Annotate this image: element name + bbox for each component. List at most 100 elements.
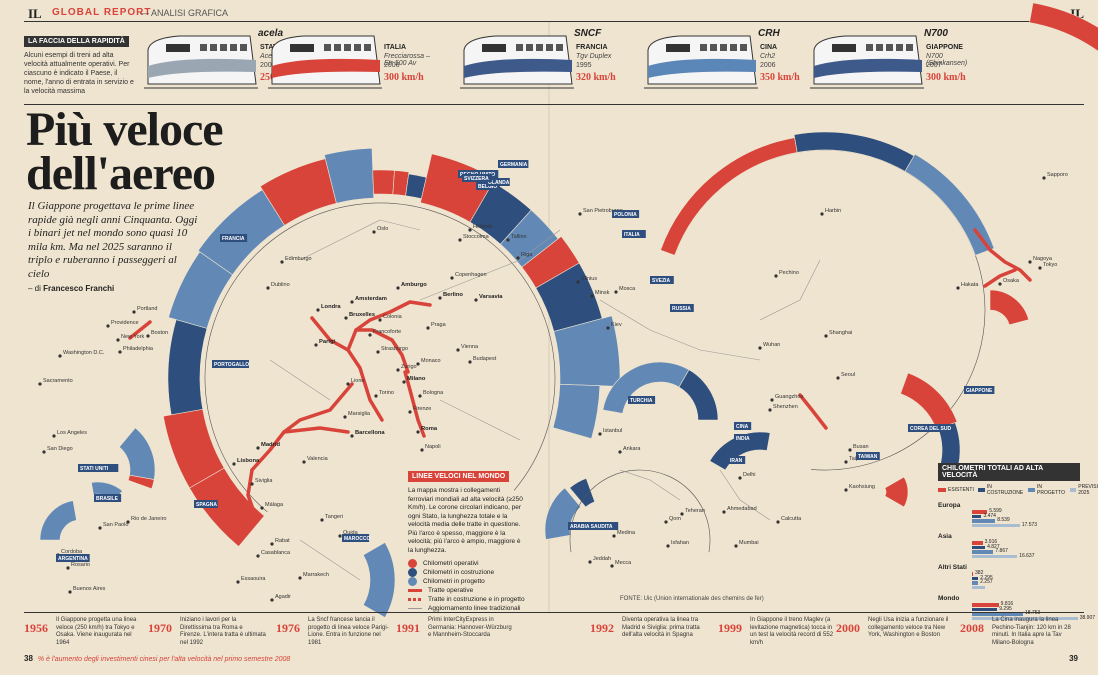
chart-bar: 9.295: [972, 606, 1012, 612]
city-label-eu: Amburgo: [401, 282, 427, 288]
city-label-world: Cordoba: [61, 549, 83, 555]
city-dot: [346, 382, 350, 386]
city-dot: [474, 298, 478, 302]
train-year: 2006: [384, 62, 400, 69]
page-number-right: 39: [1069, 654, 1078, 663]
train-year: 1995: [576, 62, 592, 69]
city-label-world: Washington D.C.: [63, 350, 105, 356]
page-fold: [548, 22, 550, 612]
chart-bar: 4.827: [972, 544, 1000, 550]
bar-value-label: 8.539: [997, 517, 1010, 523]
city-dot: [368, 333, 372, 337]
timeline-year: 1976: [276, 621, 300, 635]
header-rule: [24, 21, 1084, 22]
timeline-year: 1970: [148, 621, 172, 635]
country-label: ITALIA: [624, 232, 640, 238]
country-tag-bg: [628, 396, 656, 404]
legend-swatch: [408, 598, 422, 601]
train-drawing: [268, 35, 382, 89]
city-dot: [680, 512, 684, 516]
timeline-text: Iniziano i lavori per la Direttissima tr…: [180, 617, 266, 646]
chart-legend-swatch: [938, 488, 946, 492]
city-dot: [316, 308, 320, 312]
city-label-eu: Vilnius: [581, 276, 597, 282]
header-logo: IL: [28, 6, 42, 21]
train-country: GIAPPONE: [926, 44, 963, 51]
train-country: CINA: [760, 44, 778, 51]
intro-text: Il Giappone progettava le prime linee ra…: [28, 200, 198, 280]
city-label-eu: Edimburgo: [285, 256, 312, 262]
chart-title: CHILOMETRI TOTALI AD ALTA VELOCITÀ: [938, 463, 1080, 481]
legend-description: La mappa mostra i collegamenti ferroviar…: [408, 487, 523, 554]
chart-bar: 2.295: [972, 575, 993, 581]
city-label-eu: Tallinn: [511, 234, 527, 240]
city-label-world: Guangzhou: [775, 394, 803, 400]
train-model: N700 (Shinkansen): [926, 53, 968, 67]
city-label-eu: Monaco: [421, 358, 441, 364]
route-7: [403, 370, 426, 438]
city-dot: [66, 566, 70, 570]
city-label-eu: Berlino: [443, 292, 463, 298]
country-label: ARABIA SAUDITA: [570, 524, 613, 530]
ring-cina-p: [904, 153, 995, 256]
city-dot: [824, 334, 828, 338]
timeline: 1956 Il Giappone progetta una linea veloc…: [24, 612, 1084, 646]
city-label-world: Seoul: [841, 372, 855, 378]
city-label-eu: Strasburgo: [381, 346, 408, 352]
legend-item: Tratte operative: [408, 586, 526, 595]
city-label-eu: Riga: [521, 252, 533, 258]
legend-swatch: [408, 559, 417, 568]
country-tag-bg: [486, 178, 510, 186]
legend-label: Aggiornamento linee tradizionali: [428, 605, 521, 612]
country-label: CINA: [736, 424, 749, 430]
country-label: BELGIO: [478, 184, 497, 190]
legend-item: Chilometri operativi: [408, 559, 526, 568]
country-label: SVEZIA: [652, 278, 670, 284]
city-label-eu: Milano: [407, 376, 426, 382]
country-tag-bg: [670, 304, 694, 312]
city-dot: [350, 434, 354, 438]
city-label-world: San Paolo: [103, 522, 128, 528]
city-label-world: Ahmedabad: [727, 506, 757, 512]
city-dot: [42, 450, 46, 454]
ring-taiwan: [884, 476, 909, 508]
train-brand: CRH: [758, 28, 780, 39]
bar-value-label: 17.573: [1021, 521, 1038, 528]
traditional-line-7: [299, 539, 361, 581]
country-tag-bg: [856, 452, 880, 460]
city-dot: [820, 212, 824, 216]
page-title: Più veloce dell'aereo: [26, 106, 224, 198]
route-9: [798, 393, 828, 430]
ring-marocco: [362, 542, 396, 618]
chart-group: Altri Stati 382 2.295 2.257: [938, 564, 1080, 589]
ring-giappone-inner: [989, 289, 1030, 326]
traditional-line-9: [719, 469, 771, 521]
city-label-world: Rio de Janeiro: [131, 516, 166, 522]
country-label: POLONIA: [614, 212, 637, 218]
route-3: [354, 328, 410, 374]
city-label-eu: Stoccolma: [463, 234, 490, 240]
city-dot: [396, 286, 400, 290]
city-dot: [426, 326, 430, 330]
ring-russia: [552, 383, 601, 440]
city-dot: [350, 300, 354, 304]
city-label-eu: Málaga: [265, 502, 284, 508]
city-label-world: Shanghai: [829, 330, 852, 336]
chart-group: Europa 5.599 3.474 8.539 17.573: [938, 502, 1080, 528]
city-dot: [52, 434, 56, 438]
city-dot: [132, 310, 136, 314]
train-2: ITALIA Frecciarossa – Etr 500 Av 2006 300 k…: [264, 26, 434, 96]
country-tag-bg: [342, 534, 370, 542]
ring-arabia-k: [569, 477, 596, 508]
city-dot: [588, 560, 592, 564]
city-dot: [450, 276, 454, 280]
faccia-tag: LA FACCIA DELLA RAPIDITÀ: [24, 36, 129, 47]
legend-swatch: [408, 577, 417, 586]
city-dot: [614, 290, 618, 294]
train-country: ITALIA: [384, 44, 407, 51]
chart-legend-swatch: [1070, 488, 1077, 492]
city-dot: [774, 274, 778, 278]
city-dot: [402, 380, 406, 384]
bar-value-label: 3.474: [983, 512, 996, 519]
